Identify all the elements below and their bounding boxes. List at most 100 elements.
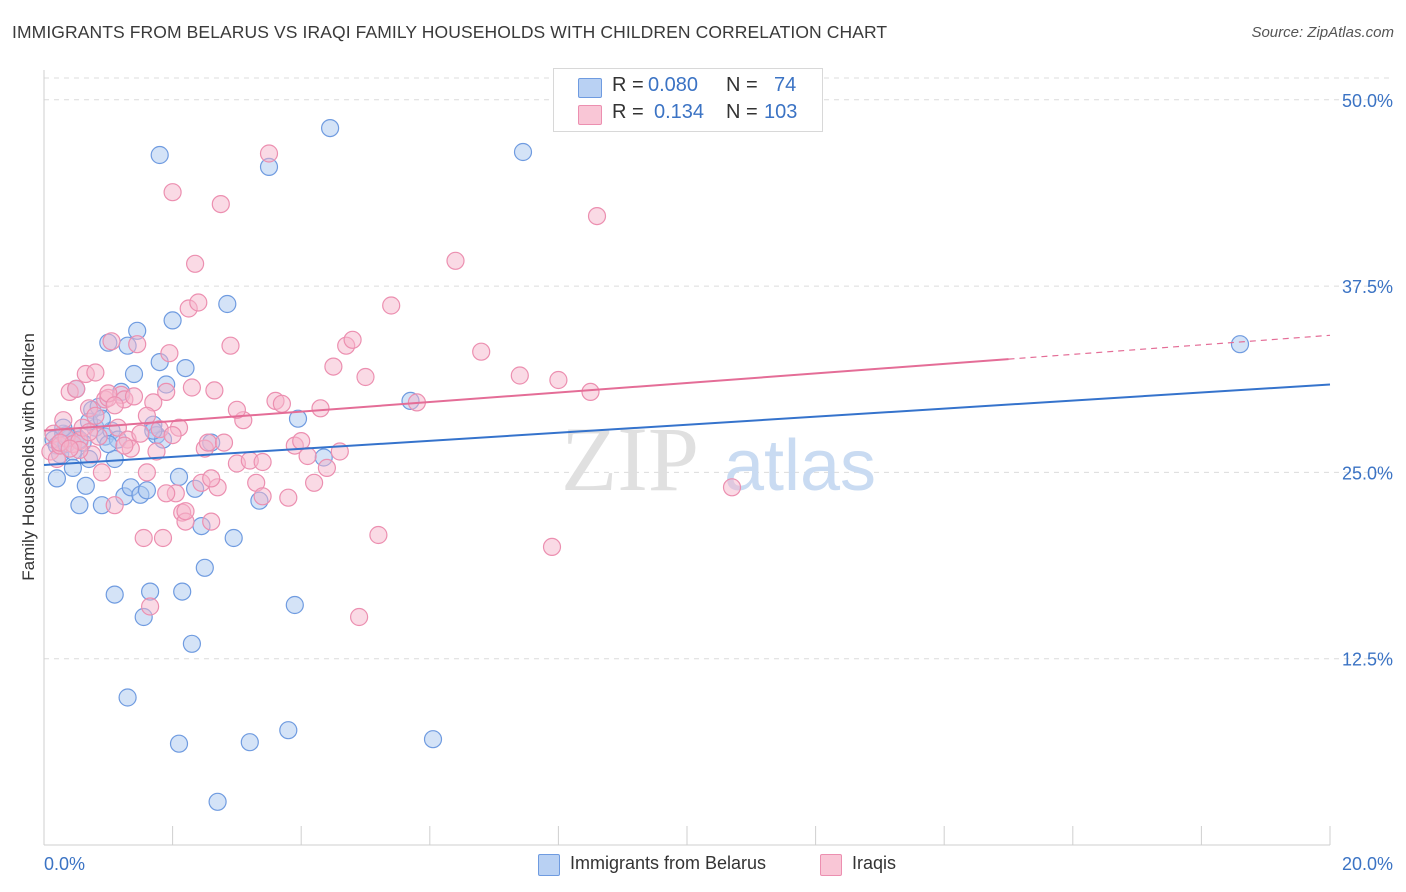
point-iraqis xyxy=(163,426,182,445)
legend-n-value: 103 xyxy=(764,101,798,123)
point-belarus xyxy=(240,733,259,752)
point-belarus xyxy=(70,496,89,515)
point-iraqis xyxy=(160,344,179,363)
point-iraqis xyxy=(317,458,336,477)
bottom-legend-label: Iraqis xyxy=(852,853,897,873)
y-tick-label: 12.5% xyxy=(1342,650,1393,670)
point-iraqis xyxy=(102,332,121,351)
data-points xyxy=(41,119,1250,811)
point-iraqis xyxy=(67,379,86,398)
point-iraqis xyxy=(163,183,182,202)
point-iraqis xyxy=(182,378,201,397)
point-iraqis xyxy=(343,330,362,349)
point-iraqis xyxy=(105,496,124,515)
trend-line-iraqis xyxy=(43,358,1009,432)
point-iraqis xyxy=(157,382,176,401)
gridlines xyxy=(44,77,1392,660)
point-belarus xyxy=(1230,335,1250,354)
trend-lines xyxy=(43,334,1331,466)
y-axis-title: Family Households with Children xyxy=(19,333,38,581)
point-iraqis xyxy=(324,357,343,376)
point-iraqis xyxy=(92,463,112,482)
point-iraqis xyxy=(298,446,317,466)
point-iraqis xyxy=(128,335,147,354)
point-iraqis xyxy=(202,512,221,531)
point-iraqis xyxy=(311,399,330,418)
stats-legend: R = 0.080 N = 74 R = 0.134 N = 103 xyxy=(553,68,823,132)
legend-r-value: 0.134 xyxy=(654,101,705,123)
y-tick-label: 25.0% xyxy=(1342,463,1393,483)
point-iraqis xyxy=(472,342,491,361)
watermark-atlas: atlas xyxy=(724,426,876,506)
point-belarus xyxy=(118,688,137,707)
point-iraqis xyxy=(227,400,246,419)
point-iraqis xyxy=(549,370,568,390)
point-iraqis xyxy=(115,436,134,455)
point-belarus xyxy=(224,528,243,548)
chart-title: IMMIGRANTS FROM BELARUS VS IRAQI FAMILY … xyxy=(12,22,888,42)
point-iraqis xyxy=(253,452,272,472)
point-iraqis xyxy=(202,469,221,488)
point-iraqis xyxy=(350,607,369,627)
y-tick-label: 37.5% xyxy=(1342,277,1393,297)
legend-r-value: 0.080 xyxy=(648,74,699,96)
point-iraqis xyxy=(186,254,205,273)
point-iraqis xyxy=(446,251,465,270)
point-belarus xyxy=(105,585,124,604)
point-belarus xyxy=(169,467,189,486)
point-belarus xyxy=(163,311,182,330)
bottom-legend-swatch-pink xyxy=(820,854,842,876)
bottom-legend-label: Immigrants from Belarus xyxy=(570,853,767,873)
legend-swatch-pink xyxy=(578,105,602,125)
x-tick-label-min: 0.0% xyxy=(44,854,85,874)
point-belarus xyxy=(137,481,156,500)
point-belarus xyxy=(150,145,169,165)
point-belarus xyxy=(195,558,214,577)
point-iraqis xyxy=(131,424,150,443)
point-iraqis xyxy=(124,387,144,406)
point-belarus xyxy=(173,582,192,601)
point-iraqis xyxy=(60,439,79,458)
point-iraqis xyxy=(141,597,160,616)
legend-n-label: N = xyxy=(726,74,758,96)
point-iraqis xyxy=(722,478,742,497)
legend-n-value: 74 xyxy=(774,74,797,96)
point-belarus xyxy=(279,721,298,740)
legend-row-belarus: R = 0.080 N = 74 xyxy=(554,74,822,100)
bottom-legend-swatch-blue xyxy=(538,854,560,876)
point-iraqis xyxy=(272,394,291,413)
point-iraqis xyxy=(305,473,324,492)
point-iraqis xyxy=(198,433,218,452)
watermark-zip: ZIP xyxy=(561,408,699,510)
point-iraqis xyxy=(176,502,195,521)
trend-line-extension-iraqis xyxy=(1008,334,1331,360)
point-iraqis xyxy=(108,418,128,437)
point-belarus xyxy=(182,634,201,653)
point-belarus xyxy=(513,142,533,162)
point-iraqis xyxy=(86,363,105,382)
point-iraqis xyxy=(105,396,124,415)
zipatlas-watermark: ZIP atlas xyxy=(561,408,876,510)
point-belarus xyxy=(124,364,144,384)
point-iraqis xyxy=(153,528,173,548)
point-iraqis xyxy=(542,537,562,557)
point-iraqis xyxy=(147,442,166,461)
point-iraqis xyxy=(369,525,388,545)
point-belarus xyxy=(76,476,95,495)
point-iraqis xyxy=(211,195,230,214)
point-belarus xyxy=(169,734,189,753)
point-belarus xyxy=(208,792,227,811)
point-iraqis xyxy=(86,406,105,425)
legend-r-label: R = xyxy=(612,74,644,96)
point-iraqis xyxy=(214,433,234,452)
y-tick-label: 50.0% xyxy=(1342,91,1393,111)
point-iraqis xyxy=(134,528,153,548)
point-belarus xyxy=(218,294,237,314)
point-iraqis xyxy=(189,293,208,312)
point-iraqis xyxy=(221,336,240,355)
point-iraqis xyxy=(259,144,279,163)
point-belarus xyxy=(176,359,195,378)
legend-n-label: N = xyxy=(726,101,758,123)
point-belarus xyxy=(321,119,340,138)
